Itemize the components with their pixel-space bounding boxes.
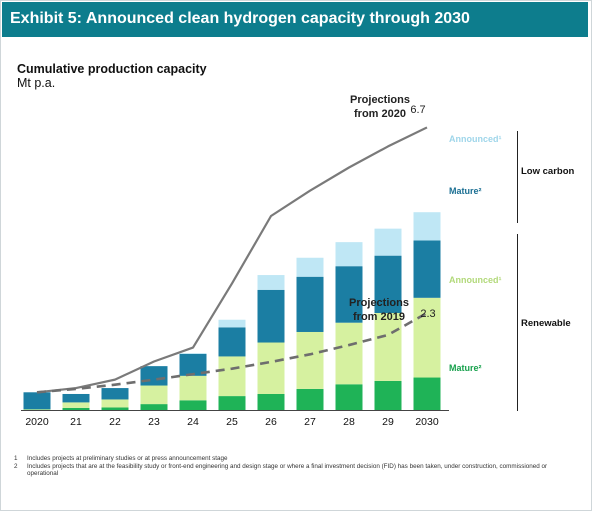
projection-2019-label: Projections [349, 297, 409, 309]
bar-ren_mat-24 [179, 400, 207, 410]
x-tick-label: 24 [187, 416, 199, 428]
bar-lc_ann-29 [374, 228, 402, 256]
x-tick-label: 2030 [415, 416, 439, 428]
exhibit-title: Exhibit 5: Announced clean hydrogen capa… [10, 10, 470, 27]
projection-layer [36, 126, 428, 394]
footnote-mark: 2 [14, 462, 18, 470]
bar-ren_mat-2020 [23, 409, 51, 411]
group-label-low-carbon: Low carbon [521, 166, 575, 177]
bar-lc_mat-23 [140, 366, 168, 386]
bar-lc_ann-24 [179, 353, 207, 354]
bar-ren_mat-23 [140, 404, 168, 410]
footnotes: 1 Includes projects at preliminary studi… [14, 455, 574, 478]
bar-lc_ann-2030 [413, 212, 441, 241]
projection-2019-label: from 2019 [353, 311, 405, 323]
bar-lc_mat-2020 [23, 392, 51, 410]
bar-ren_mat-28 [335, 384, 363, 410]
bar-lc_mat-25 [218, 327, 246, 357]
bar-ren_ann-29 [374, 313, 402, 381]
x-tick-label: 26 [265, 416, 277, 428]
bar-ren_mat-21 [62, 407, 90, 410]
bar-ren_ann-2020 [23, 409, 51, 410]
group-label-renewable: Renewable [521, 318, 571, 329]
bar-lc_mat-22 [101, 388, 129, 400]
projection-2020-label: from 2020 [354, 108, 406, 120]
bar-lc_ann-26 [257, 275, 285, 290]
bar-lc_mat-27 [296, 276, 324, 332]
bar-lc_mat-28 [335, 266, 363, 323]
legend-renewable-announced: Announced¹ [449, 275, 502, 285]
bar-lc_mat-24 [179, 353, 207, 376]
bar-lc_ann-27 [296, 257, 324, 277]
x-tick-label: 27 [304, 416, 316, 428]
bar-ren_ann-27 [296, 331, 324, 389]
bar-ren_mat-25 [218, 396, 246, 410]
footnote-1: 1 Includes projects at preliminary studi… [14, 455, 574, 463]
x-tick-label: 21 [70, 416, 82, 428]
bar-lc_mat-21 [62, 393, 90, 403]
title-bar: Exhibit 5: Announced clean hydrogen capa… [2, 2, 588, 37]
bar-ren_mat-2030 [413, 377, 441, 410]
bar-lc_mat-2030 [413, 240, 441, 298]
bar-ren_ann-22 [101, 399, 129, 408]
footnote-2: 2 Includes projects that are at the feas… [14, 463, 574, 478]
footnote-mark: 1 [14, 455, 18, 462]
bar-ren_mat-27 [296, 388, 324, 410]
bar-lc_ann-25 [218, 319, 246, 328]
bar-ren_ann-23 [140, 385, 168, 405]
footnote-text: Includes projects that are at the feasib… [27, 462, 548, 478]
legend-low-carbon-announced: Announced¹ [449, 134, 502, 144]
bar-ren_mat-26 [257, 393, 285, 410]
projection-2020-end-value: 6.7 [410, 104, 425, 116]
legend-renewable-mature: Mature² [449, 363, 482, 373]
bar-ren_ann-26 [257, 342, 285, 394]
x-tick-label: 2020 [25, 416, 49, 428]
projection-2019-end-value: 2.3 [420, 308, 435, 320]
bar-lc_mat-26 [257, 289, 285, 343]
x-tick-label: 23 [148, 416, 160, 428]
chart-subtitle: Cumulative production capacity [17, 62, 207, 76]
bar-ren_mat-29 [374, 380, 402, 410]
bar-ren_ann-25 [218, 356, 246, 397]
bar-ren_ann-24 [179, 375, 207, 401]
bar-ren_ann-2030 [413, 297, 441, 378]
bar-ren_ann-28 [335, 322, 363, 385]
projection-2020-label: Projections [350, 94, 410, 106]
footnote-text: Includes projects at preliminary studies… [27, 455, 228, 462]
legend-low-carbon-mature: Mature² [449, 186, 482, 196]
x-tick-label: 25 [226, 416, 238, 428]
bar-ren_mat-22 [101, 407, 129, 410]
bar-stack-layer [23, 212, 441, 411]
x-tick-label: 22 [109, 416, 121, 428]
chart-label-layer: 2020 21 22 23 24 25 26 27 28 29 2030 Projections fro… [21, 94, 575, 428]
bar-lc_mat-29 [374, 255, 402, 313]
x-tick-label: 29 [382, 416, 394, 428]
chart-unit: Mt p.a. [17, 76, 56, 90]
bar-ren_ann-21 [62, 402, 90, 408]
bar-lc_ann-28 [335, 242, 363, 267]
projection-line-2020 [36, 126, 428, 394]
x-tick-label: 28 [343, 416, 355, 428]
projection-line-2019 [36, 311, 428, 394]
